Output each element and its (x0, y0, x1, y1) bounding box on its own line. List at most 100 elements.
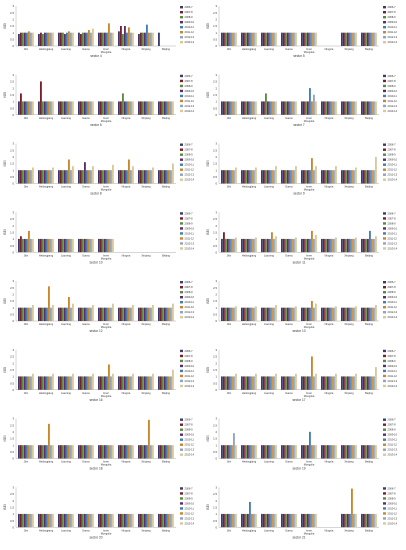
bar (130, 445, 132, 459)
bar (311, 230, 313, 253)
bar (355, 373, 357, 390)
bar (124, 101, 126, 115)
x-tick-label: Mongolia (304, 119, 315, 123)
bar (273, 513, 275, 528)
legend-label: 2006-7 (388, 211, 397, 215)
bar (148, 513, 150, 528)
y-tick-label: 0.5 (213, 519, 217, 523)
bar (28, 230, 30, 253)
bar (243, 238, 245, 253)
legend-swatch (383, 369, 386, 373)
bar (375, 156, 377, 184)
bar (72, 32, 74, 46)
legend-swatch (180, 237, 183, 240)
bar (285, 170, 287, 184)
bar (301, 376, 303, 390)
bar (267, 170, 269, 184)
bar (166, 513, 168, 528)
bar (295, 445, 297, 459)
y-tick-label: 1 (12, 306, 14, 310)
bar (58, 170, 60, 184)
bar (295, 237, 297, 253)
legend-label: 2008-9 (388, 290, 397, 294)
bar (130, 376, 132, 390)
bar (349, 445, 351, 459)
x-tick-label: Heilongjiang (242, 116, 257, 120)
bar (305, 307, 307, 321)
bar (255, 373, 257, 390)
bar (78, 445, 80, 459)
y-tick-label: 2 (12, 293, 14, 297)
bar (26, 101, 28, 115)
bar (30, 32, 32, 46)
chart-title: sector 5 (293, 54, 305, 58)
legend-swatch (383, 16, 386, 19)
y-tick-label: 2 (215, 361, 217, 365)
bar (138, 307, 140, 321)
bar (30, 170, 32, 184)
bar (355, 32, 357, 46)
bar (86, 513, 88, 528)
legend-swatch (383, 6, 386, 9)
y-tick-label: 1 (215, 443, 217, 447)
bar (30, 101, 32, 115)
bar (50, 376, 52, 390)
bar (231, 513, 233, 528)
bar (293, 445, 295, 459)
legend-label: 2011-12 (388, 168, 398, 172)
bar (142, 307, 144, 321)
x-tick-label: Jilin (24, 116, 29, 120)
legend-label: 2011-12 (388, 305, 398, 309)
bar (104, 376, 106, 390)
y-tick-label: 3 (12, 73, 14, 77)
legend-swatch (383, 41, 386, 44)
bar (329, 238, 331, 253)
x-tick-label: Mongolia (304, 256, 315, 260)
bar (253, 170, 255, 184)
bar (371, 238, 373, 253)
bar (291, 513, 293, 528)
bar (353, 376, 355, 390)
bar (361, 513, 363, 528)
bar (311, 445, 313, 459)
bar (148, 101, 150, 115)
bar (122, 307, 124, 321)
bar (160, 376, 162, 390)
bar (315, 303, 317, 321)
bar (68, 238, 70, 253)
x-tick-label: Liaoning (264, 391, 274, 395)
bar (273, 376, 275, 390)
bar (50, 170, 52, 184)
bar (281, 307, 283, 321)
bar (355, 445, 357, 459)
bar (58, 32, 60, 46)
y-tick-label: 0 (215, 319, 217, 323)
bar (92, 373, 94, 390)
bar (46, 32, 48, 46)
y-axis-label: ISEI (3, 504, 7, 510)
x-tick-label: Xinjiang (344, 322, 354, 326)
bar (229, 32, 231, 46)
bar (78, 32, 80, 46)
legend-swatch (383, 148, 386, 151)
bar (66, 307, 68, 321)
legend-label: 2010-11 (185, 25, 195, 29)
bar (48, 286, 50, 321)
bar (122, 93, 124, 115)
bar (130, 513, 132, 528)
bar (120, 445, 122, 459)
bar (273, 101, 275, 115)
bar (269, 101, 271, 115)
legend-swatch (180, 311, 183, 314)
bar (333, 445, 335, 459)
bar (281, 170, 283, 184)
bar (225, 376, 227, 390)
legend-label: 2009-10 (388, 20, 398, 24)
bar (221, 513, 223, 528)
bar (267, 513, 269, 528)
bar (86, 376, 88, 390)
bar (223, 32, 225, 46)
x-tick-label: Gansu (285, 391, 293, 395)
bar (375, 513, 377, 528)
